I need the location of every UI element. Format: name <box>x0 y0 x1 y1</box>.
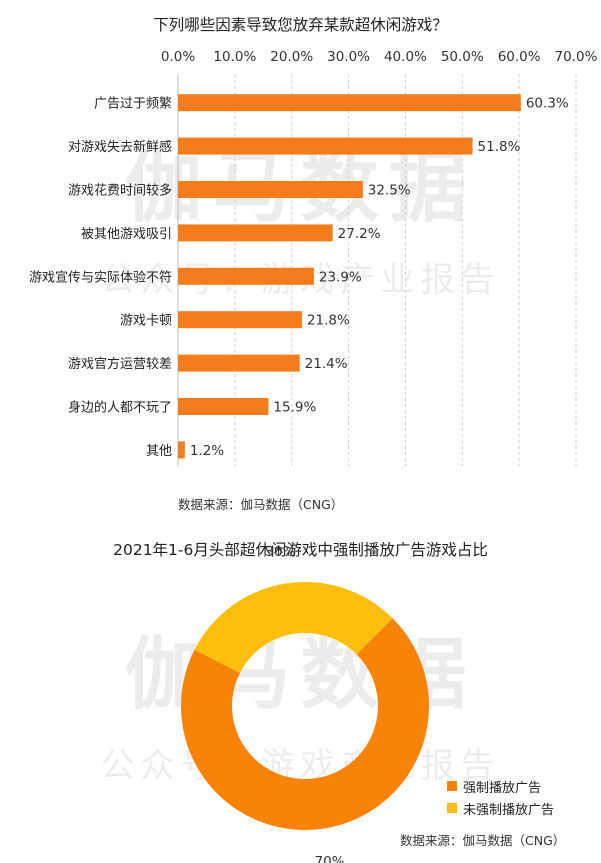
donut-chart-source: 数据来源：伽马数据（CNG） <box>400 833 566 848</box>
value-label: 1.2% <box>190 443 224 459</box>
value-label: 60.3% <box>526 96 569 112</box>
donut-slice <box>194 582 393 673</box>
bar-chart-title: 下列哪些因素导致您放弃某款超休闲游戏？ <box>153 16 448 34</box>
bar <box>178 267 314 285</box>
x-tick-label: 70.0% <box>555 49 598 65</box>
bar <box>178 441 185 459</box>
category-label: 广告过于频繁 <box>94 96 172 112</box>
legend-item-unforced-ads: 未强制播放广告 <box>447 797 554 819</box>
value-label: 15.9% <box>273 400 316 416</box>
value-label: 21.8% <box>307 313 350 329</box>
legend-swatch-forced <box>447 781 457 791</box>
x-tick-label: 0.0% <box>161 49 195 65</box>
category-label: 被其他游戏吸引 <box>81 227 172 242</box>
bar <box>178 398 269 415</box>
category-label: 游戏宣传与实际体验不符 <box>29 269 172 285</box>
value-label: 51.8% <box>478 139 521 155</box>
donut-chart-title: 2021年1-6月头部超休闲游戏中强制播放广告游戏占比 <box>113 541 488 559</box>
category-label: 游戏卡顿 <box>120 314 172 329</box>
x-tick-label: 40.0% <box>384 49 427 65</box>
slice-value-label: 70% <box>315 854 345 863</box>
category-label: 游戏官方运营较差 <box>68 356 172 372</box>
legend-swatch-unforced <box>447 803 457 813</box>
legend-label-unforced: 未强制播放广告 <box>463 802 555 818</box>
category-label: 对游戏失去新鲜感 <box>68 139 172 155</box>
value-label: 23.9% <box>319 269 362 285</box>
x-tick-label: 10.0% <box>213 49 256 65</box>
bar <box>178 224 333 242</box>
category-label: 其他 <box>146 444 172 459</box>
value-label: 21.4% <box>305 356 348 372</box>
bar <box>178 181 363 198</box>
bar <box>178 94 521 112</box>
x-tick-label: 50.0% <box>441 49 484 65</box>
category-label: 游戏花费时间较多 <box>68 183 172 199</box>
x-tick-label: 30.0% <box>327 49 370 65</box>
value-label: 32.5% <box>368 183 411 199</box>
bar-chart: 0.0% 10.0% 20.0% 30.0% 40.0% 50.0% 60.0% 70.0% 广… <box>29 49 598 466</box>
bar-chart-source: 数据来源：伽马数据（CNG） <box>178 497 344 512</box>
slice-value-label: 30% <box>265 544 295 560</box>
category-label: 身边的人都不玩了 <box>68 400 172 416</box>
x-tick-label: 60.0% <box>498 49 541 65</box>
donut-legend: 强制播放广告 未强制播放广告 <box>447 775 554 819</box>
x-tick-label: 20.0% <box>270 49 313 65</box>
bar <box>178 354 300 372</box>
value-label: 27.2% <box>338 226 381 242</box>
bar <box>178 137 473 155</box>
legend-label-forced: 强制播放广告 <box>463 780 542 796</box>
legend-item-forced-ads: 强制播放广告 <box>447 775 554 797</box>
donut-slice <box>180 618 429 830</box>
bar <box>178 311 302 329</box>
